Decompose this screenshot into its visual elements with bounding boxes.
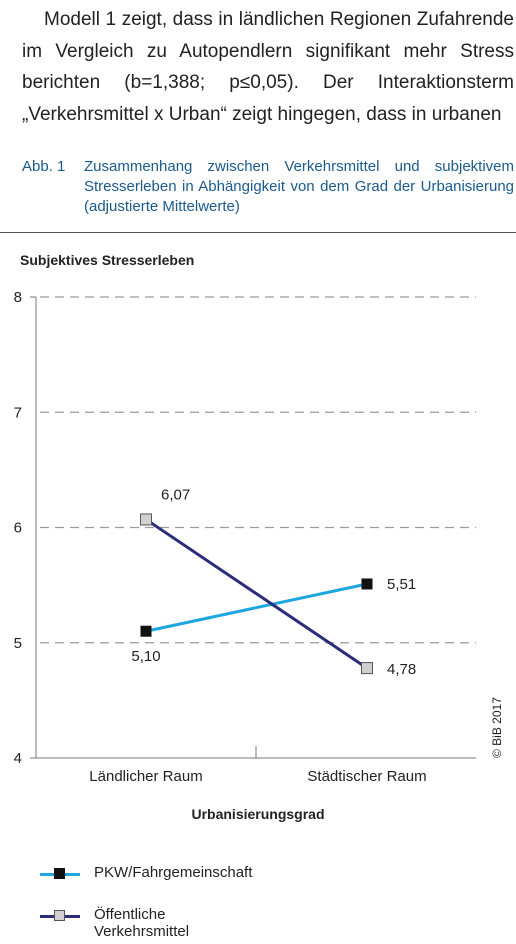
- legend-marker-oepnv: [54, 910, 65, 921]
- data-point-oepnv-0: [140, 513, 152, 526]
- data-label-oepnv-0: 6,07: [161, 486, 190, 503]
- series-line-oepnv: [145, 518, 368, 670]
- x-tick-label-0: Ländlicher Raum: [89, 768, 202, 785]
- y-tick-label-8: 8: [14, 289, 22, 306]
- y-tick-label-4: 4: [14, 750, 22, 767]
- y-tick-label-6: 6: [14, 520, 22, 537]
- data-point-oepnv-1: [361, 662, 373, 675]
- data-label-pkw-1: 5,51: [387, 576, 416, 593]
- caption-divider: [0, 232, 516, 233]
- figure-number: Abb. 1: [22, 158, 66, 175]
- legend-label-oepnv: Öffentliche Verkehrsmittel: [94, 906, 190, 940]
- body-paragraph: Modell 1 zeigt, dass in ländlichen Regio…: [22, 4, 514, 130]
- y-axis-title: Subjektives Stresserleben: [20, 252, 195, 268]
- y-tick-label-5: 5: [14, 635, 22, 652]
- y-tick-label-7: 7: [14, 404, 22, 421]
- data-label-pkw-0: 5,10: [131, 648, 160, 665]
- copyright-notice: © BiB 2017: [490, 697, 504, 758]
- figure-caption-text: Zusammenhang zwischen Verkehrsmittel und…: [84, 158, 514, 215]
- data-label-oepnv-1: 4,78: [387, 661, 416, 678]
- data-point-pkw-0: [140, 625, 152, 637]
- x-tick-label-1: Städtischer Raum: [307, 768, 426, 785]
- legend-marker-pkw: [54, 868, 65, 879]
- series-line-pkw: [145, 582, 368, 633]
- legend-label-pkw: PKW/Fahrgemeinschaft: [94, 864, 253, 881]
- body-paragraph-text: Modell 1 zeigt, dass in ländlichen Regio…: [22, 9, 514, 125]
- data-point-pkw-1: [361, 578, 373, 590]
- x-axis-title: Urbanisierungsgrad: [191, 806, 325, 822]
